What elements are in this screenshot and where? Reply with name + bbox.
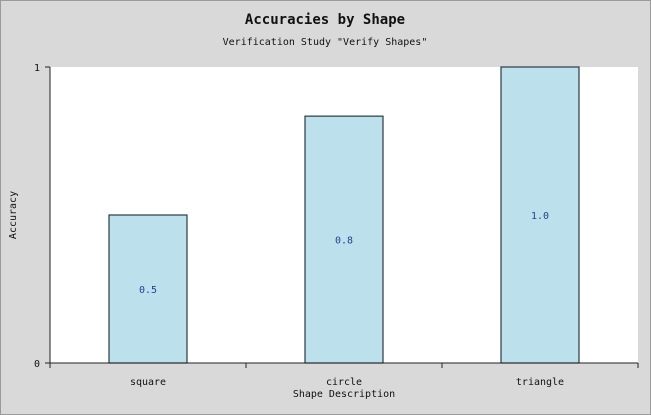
bar-square <box>108 214 188 364</box>
x-tick-label-square: square <box>130 377 166 388</box>
bar-circle <box>304 115 384 364</box>
chart-subtitle: Verification Study "Verify Shapes" <box>223 37 428 48</box>
chart-title: Accuracies by Shape <box>245 12 405 28</box>
x-ticks-group: square circle triangle <box>49 363 639 388</box>
data-label-triangle: 1.0 <box>531 211 549 222</box>
x-axis-label: Shape Description <box>293 389 395 400</box>
bars-group <box>108 66 580 364</box>
data-label-circle: 0.8 <box>335 236 353 247</box>
y-tick-label: 0 <box>34 359 40 370</box>
x-tick-label-triangle: triangle <box>516 377 564 388</box>
bar-triangle <box>500 66 580 364</box>
y-ticks-group: 01 <box>34 63 50 370</box>
data-labels-group: 0.5 0.8 1.0 <box>139 211 549 296</box>
y-tick-label: 1 <box>34 63 40 74</box>
y-axis-label: Accuracy <box>8 191 19 239</box>
data-label-square: 0.5 <box>139 285 157 296</box>
x-tick-label-circle: circle <box>326 377 362 388</box>
